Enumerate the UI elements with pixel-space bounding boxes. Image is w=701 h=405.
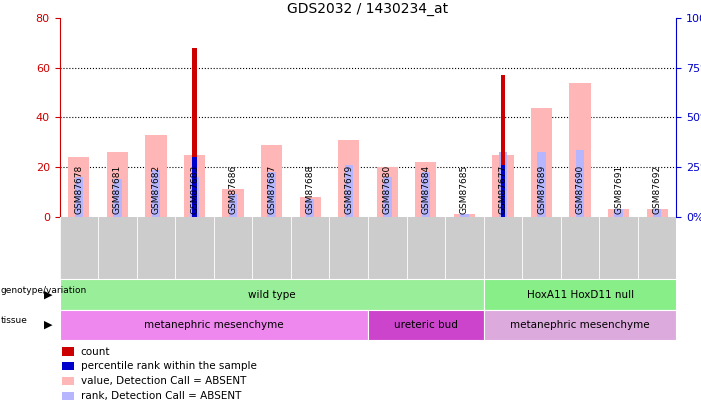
Text: metanephric mesenchyme: metanephric mesenchyme — [144, 320, 284, 330]
Bar — [74, 177, 83, 217]
Title: GDS2032 / 1430234_at: GDS2032 / 1430234_at — [287, 2, 449, 16]
Bar — [267, 172, 276, 217]
Bar — [299, 197, 321, 217]
Bar — [484, 310, 676, 340]
Bar — [421, 172, 430, 217]
Bar — [653, 209, 662, 217]
Bar — [501, 164, 505, 217]
Bar — [229, 194, 238, 217]
Bar — [113, 179, 122, 217]
Bar — [62, 347, 74, 356]
Bar — [222, 190, 244, 217]
Bar — [531, 108, 552, 217]
Bar — [537, 152, 546, 217]
Bar — [344, 164, 353, 217]
Bar — [338, 140, 360, 217]
Bar — [192, 48, 197, 217]
Bar — [60, 310, 368, 340]
Bar — [62, 392, 74, 400]
Bar — [107, 152, 128, 217]
Text: count: count — [81, 347, 110, 356]
Bar — [501, 75, 505, 217]
Bar — [261, 145, 283, 217]
Bar — [145, 135, 167, 217]
Text: ▶: ▶ — [44, 320, 53, 330]
Bar — [306, 199, 315, 217]
Bar — [190, 177, 199, 217]
Bar — [484, 279, 676, 310]
Bar — [460, 214, 469, 217]
Bar — [151, 170, 161, 217]
Bar — [62, 362, 74, 371]
Bar — [415, 162, 437, 217]
Bar — [184, 155, 205, 217]
Bar — [614, 209, 623, 217]
Bar — [368, 310, 484, 340]
Bar — [498, 152, 508, 217]
Bar — [454, 214, 475, 217]
Text: ▶: ▶ — [44, 290, 53, 300]
Text: percentile rank within the sample: percentile rank within the sample — [81, 361, 257, 371]
Text: tissue: tissue — [1, 316, 27, 326]
Bar — [576, 150, 585, 217]
Bar — [68, 157, 90, 217]
Text: ureteric bud: ureteric bud — [394, 320, 458, 330]
Text: genotype/variation: genotype/variation — [1, 286, 87, 295]
Text: wild type: wild type — [248, 290, 295, 300]
Text: metanephric mesenchyme: metanephric mesenchyme — [510, 320, 650, 330]
Bar — [608, 209, 629, 217]
Text: rank, Detection Call = ABSENT: rank, Detection Call = ABSENT — [81, 391, 241, 401]
Text: HoxA11 HoxD11 null: HoxA11 HoxD11 null — [526, 290, 634, 300]
Text: value, Detection Call = ABSENT: value, Detection Call = ABSENT — [81, 376, 246, 386]
Bar — [646, 209, 668, 217]
Bar — [569, 83, 591, 217]
Bar — [192, 157, 197, 217]
Bar — [60, 279, 484, 310]
Bar — [492, 155, 514, 217]
Bar — [376, 167, 398, 217]
Bar — [383, 177, 392, 217]
Bar — [62, 377, 74, 385]
